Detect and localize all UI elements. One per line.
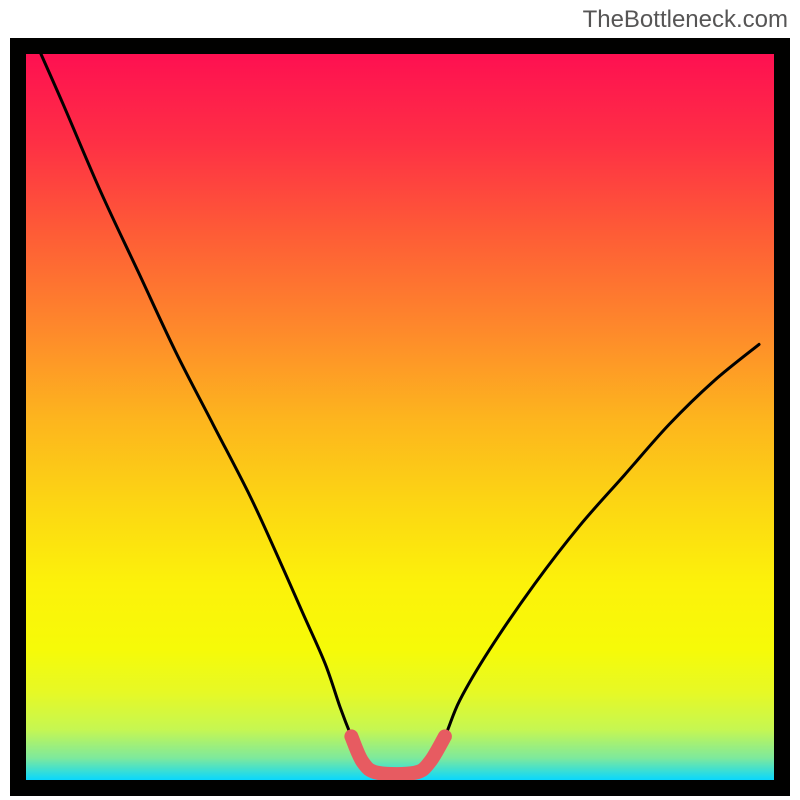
chart-background-gradient <box>26 54 774 780</box>
bottleneck-chart <box>0 0 800 800</box>
watermark-text: TheBottleneck.com <box>583 6 788 34</box>
